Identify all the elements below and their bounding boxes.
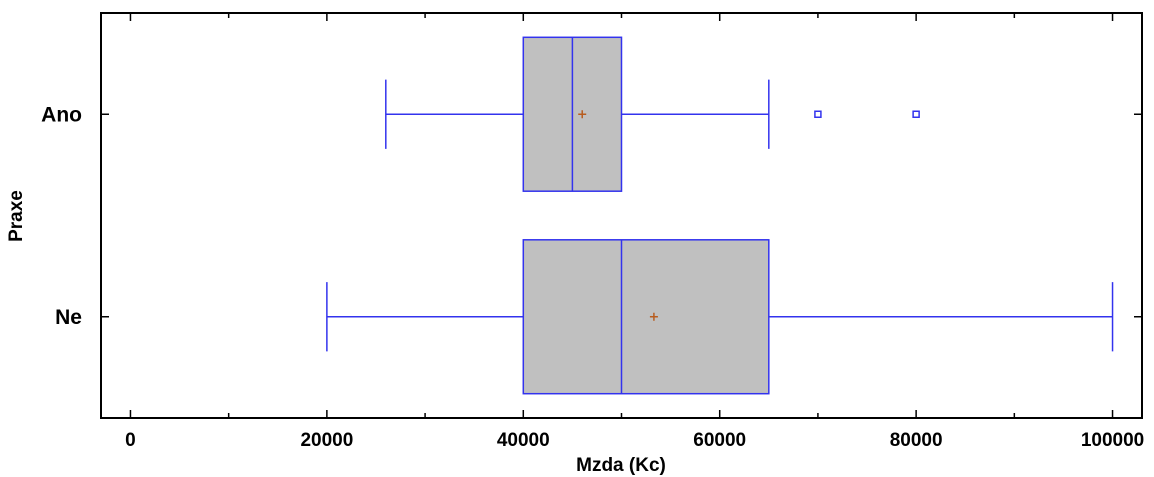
iqr-box bbox=[522, 239, 770, 395]
box-group bbox=[385, 36, 920, 192]
x-tick-label: 60000 bbox=[693, 430, 746, 451]
category-label: Ano bbox=[41, 103, 82, 126]
x-tick-label: 40000 bbox=[497, 430, 550, 451]
box-group bbox=[326, 239, 1114, 395]
x-tick-label: 100000 bbox=[1081, 430, 1144, 451]
y-axis-title: Praxe bbox=[6, 190, 27, 242]
x-tick-label: 80000 bbox=[890, 430, 943, 451]
x-tick-label: 0 bbox=[125, 430, 136, 451]
x-axis-title: Mzda (Kc) bbox=[576, 455, 666, 476]
x-tick-label: 20000 bbox=[300, 430, 353, 451]
y-axis-categories: Ano Ne bbox=[41, 103, 1142, 329]
outlier-point bbox=[912, 110, 920, 118]
category-label: Ne bbox=[55, 306, 82, 329]
x-axis-ticks: 0 20000 40000 60000 80000 100000 bbox=[125, 13, 1144, 451]
box-series bbox=[326, 36, 1114, 395]
outlier-point bbox=[814, 110, 822, 118]
